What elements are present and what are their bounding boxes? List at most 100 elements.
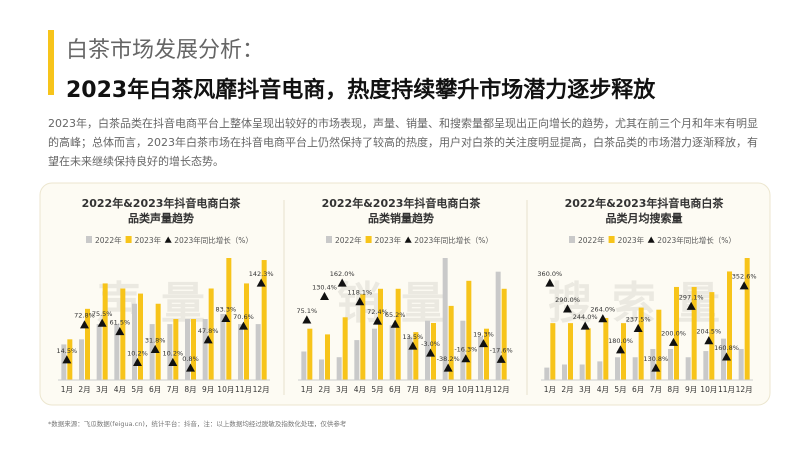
bar [372, 328, 377, 380]
x-tick-label: 7月 [407, 385, 419, 394]
legend-swatch [125, 236, 132, 243]
data-label: -38.2% [437, 355, 460, 363]
bar [709, 292, 715, 380]
growth-marker [408, 341, 418, 350]
bar [102, 283, 108, 380]
legend-marker [164, 236, 172, 243]
x-tick-label: 11月 [718, 385, 735, 394]
chart-title: 品类销量趋势 [368, 211, 434, 225]
data-label: 352.6% [732, 273, 757, 281]
growth-marker [704, 336, 714, 345]
growth-marker [669, 337, 678, 346]
growth-marker [633, 323, 643, 333]
bar [255, 324, 261, 380]
data-label: 31.8% [145, 336, 166, 344]
bar [674, 286, 679, 380]
bar [389, 325, 395, 380]
legend-swatch [365, 236, 372, 243]
bar [550, 323, 556, 380]
x-tick-label: 12月 [736, 385, 753, 394]
data-label: 61.5% [110, 319, 131, 327]
bar [395, 288, 401, 380]
chart-title: 2022年&2023年抖音电商白茶 [322, 196, 482, 210]
chart-title: 品类声量趋势 [128, 211, 194, 225]
legend-label: 2022年 [578, 235, 605, 245]
bar [501, 288, 507, 380]
data-label: 70.6% [233, 313, 254, 321]
x-tick-label: 12月 [253, 385, 270, 394]
growth-marker [461, 354, 471, 363]
accent-bar [48, 30, 54, 95]
x-tick-label: 10月 [700, 385, 717, 394]
bar [185, 319, 190, 380]
legend-marker [647, 236, 655, 243]
legend-marker [404, 236, 412, 243]
data-label: 10.2% [127, 349, 148, 357]
legend-label: 2022年 [335, 235, 362, 245]
bar [744, 258, 750, 380]
bar [202, 319, 208, 380]
x-tick-label: 1月 [61, 385, 73, 394]
growth-marker [203, 335, 213, 344]
bar [244, 283, 249, 380]
data-label: -17.6% [490, 346, 513, 354]
bar [319, 359, 324, 380]
headline: 2023年白茶风靡抖音电商，热度持续攀升市场潜力逐步释放 [66, 78, 656, 103]
x-tick-label: 8月 [424, 385, 436, 394]
data-label: 244.0% [573, 313, 598, 321]
legend-label: 2023年 [618, 235, 645, 245]
x-tick-label: 6月 [149, 385, 161, 394]
data-label: 83.3% [216, 305, 237, 313]
x-tick-label: 3月 [96, 385, 108, 394]
x-tick-label: 1月 [544, 385, 556, 394]
x-tick-label: 4月 [597, 385, 609, 394]
data-label: 204.5% [696, 328, 721, 336]
growth-marker [115, 327, 125, 336]
chart-title: 品类月均搜索量 [606, 211, 683, 225]
x-tick-label: 5月 [371, 385, 383, 394]
growth-marker [598, 314, 608, 323]
growth-marker [443, 363, 453, 372]
bar [342, 317, 348, 380]
growth-marker [426, 348, 435, 357]
legend-label: 2023年同比增长（%） [657, 235, 736, 245]
bar [413, 332, 419, 380]
legend-label: 2023年同比增长（%） [174, 235, 253, 245]
bar [562, 364, 567, 380]
bar [603, 317, 609, 380]
growth-marker [580, 321, 590, 330]
bar [138, 293, 143, 380]
growth-marker [337, 278, 347, 287]
bar [85, 308, 90, 380]
paragraph: 2023年，白茶品类在抖音电商平台上整体呈现出较好的市场表现，声量、销量、和搜索… [48, 117, 758, 168]
bar [238, 324, 243, 380]
data-label: 19.3% [473, 331, 494, 339]
bar [155, 303, 161, 380]
growth-marker [373, 316, 382, 325]
growth-marker [168, 357, 178, 366]
data-label: 72.4% [367, 308, 388, 316]
bar [585, 328, 591, 380]
bar [442, 258, 448, 380]
growth-marker [616, 345, 625, 354]
bar [632, 357, 638, 380]
legend-swatch [569, 236, 575, 243]
growth-marker [496, 354, 506, 363]
bar [407, 336, 413, 380]
chart-title: 2022年&2023年抖音电商白茶 [82, 196, 242, 210]
growth-marker [133, 357, 142, 366]
legend-label: 2023年 [375, 235, 402, 245]
bar [466, 280, 472, 380]
legend-swatch [608, 236, 615, 243]
bar [615, 357, 620, 380]
growth-marker [302, 315, 312, 324]
legend-swatch [86, 236, 92, 243]
x-tick-label: 5月 [614, 385, 626, 394]
data-label: 10.2% [163, 349, 184, 357]
data-label: 75.5% [92, 310, 113, 318]
data-label: 200.0% [661, 329, 686, 337]
bar [691, 286, 697, 380]
legend-swatch [326, 236, 332, 243]
bar [67, 339, 73, 380]
